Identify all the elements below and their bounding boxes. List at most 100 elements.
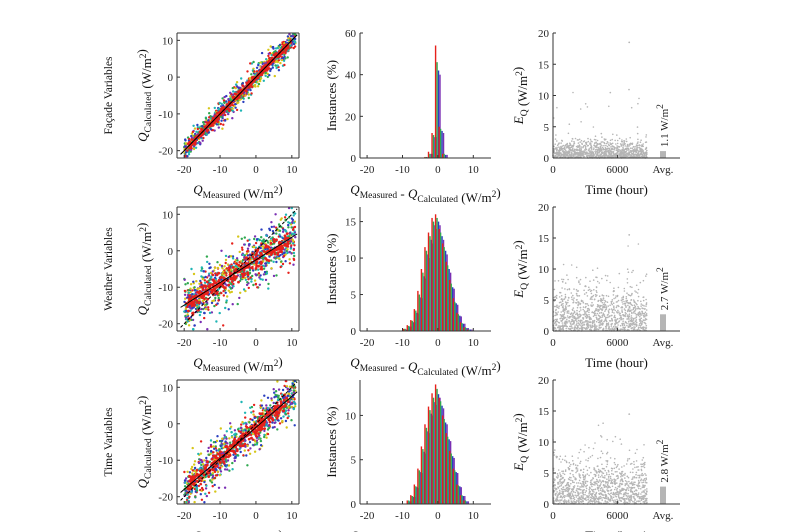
data-point: [294, 37, 297, 41]
error-point: [606, 301, 609, 304]
data-point: [279, 61, 282, 65]
error-point: [638, 313, 640, 316]
error-point: [578, 295, 581, 297]
data-point: [290, 226, 293, 229]
error-point: [626, 315, 629, 318]
data-point: [262, 238, 265, 241]
error-point: [620, 314, 622, 317]
data-point: [206, 450, 210, 453]
error-point: [597, 314, 600, 317]
error-point: [598, 143, 600, 145]
y-tick-label: 60: [345, 28, 357, 40]
error-point: [588, 148, 591, 150]
error-point: [631, 323, 633, 325]
error-point: [612, 302, 615, 305]
error-point: [594, 326, 597, 328]
data-point: [213, 266, 217, 269]
error-point: [629, 325, 632, 328]
histogram-bar: [425, 156, 428, 158]
data-point: [234, 106, 237, 109]
error-point: [608, 105, 610, 108]
data-point: [259, 274, 262, 277]
data-point: [222, 289, 225, 293]
data-point: [207, 119, 210, 122]
data-point: [241, 420, 244, 424]
error-point: [582, 155, 585, 157]
error-point: [567, 155, 569, 157]
error-point: [598, 306, 601, 309]
error-point: [642, 307, 644, 310]
y-tick-label: 20: [538, 202, 550, 214]
data-point: [250, 280, 253, 283]
error-point: [643, 153, 646, 155]
error-point: [615, 319, 618, 322]
data-point: [294, 236, 297, 239]
error-point: [611, 303, 613, 306]
error-point: [614, 324, 616, 326]
error-point: [579, 154, 582, 157]
error-point: [638, 311, 641, 313]
data-point: [220, 264, 224, 268]
error-point: [585, 143, 588, 146]
data-point: [223, 95, 226, 99]
data-point: [277, 59, 281, 62]
data-point: [286, 56, 289, 59]
data-point: [287, 226, 290, 229]
error-point: [569, 322, 572, 325]
error-point: [609, 153, 612, 155]
error-point: [618, 311, 620, 313]
error-point: [623, 287, 626, 290]
error-point: [620, 155, 623, 157]
error-point: [572, 154, 574, 157]
error-point: [617, 286, 620, 289]
error-point: [589, 327, 592, 329]
error-point: [637, 305, 639, 308]
data-point: [231, 107, 234, 110]
data-point: [227, 266, 231, 270]
error-point: [572, 147, 574, 150]
error-point: [576, 326, 579, 329]
error-point: [635, 307, 637, 310]
average-value-label: 1.1 W/m2: [656, 104, 671, 147]
error-point: [615, 321, 617, 324]
error-point: [584, 327, 586, 330]
data-point: [280, 58, 284, 62]
data-point: [184, 138, 187, 141]
data-point: [274, 213, 277, 216]
error-point: [615, 143, 617, 145]
data-point: [222, 294, 225, 297]
error-point: [600, 147, 602, 150]
data-point: [191, 293, 194, 296]
error-point: [580, 323, 583, 325]
error-point: [640, 139, 642, 141]
error-point: [618, 137, 621, 140]
data-point: [211, 124, 215, 127]
error-point: [575, 324, 578, 326]
error-point: [587, 152, 589, 155]
error-point: [622, 326, 624, 329]
data-point: [196, 127, 199, 131]
data-point: [230, 436, 234, 439]
error-point: [564, 293, 567, 296]
y-tick-label: 0: [544, 153, 550, 165]
error-point: [619, 328, 622, 331]
error-point: [577, 314, 579, 316]
data-point: [291, 228, 295, 231]
histogram-bar: [427, 151, 430, 158]
histogram-bar: [438, 126, 440, 158]
error-point: [594, 135, 597, 137]
histogram-bar: [444, 154, 447, 159]
data-point: [204, 307, 208, 311]
error-point: [616, 295, 619, 298]
error-point: [623, 141, 625, 144]
error-point: [593, 144, 595, 147]
error-point: [561, 139, 563, 142]
error-point: [588, 313, 590, 316]
error-point: [591, 326, 593, 329]
error-point: [633, 328, 636, 331]
data-point: [199, 320, 202, 324]
error-point: [578, 281, 580, 284]
data-point: [231, 242, 234, 245]
histogram-bar: [459, 322, 462, 331]
error-point: [603, 302, 606, 304]
